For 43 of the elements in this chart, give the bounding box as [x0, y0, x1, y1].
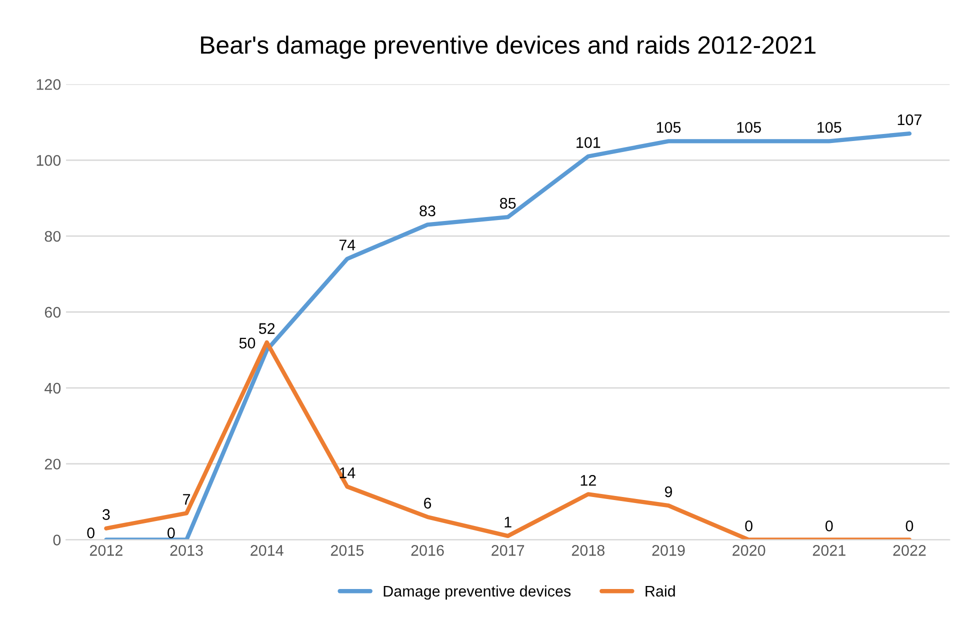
data-label: 101	[576, 137, 600, 148]
data-label: 9	[664, 486, 672, 498]
data-label: 83	[420, 205, 436, 216]
data-label: 0	[168, 527, 175, 538]
data-label: 0	[745, 520, 752, 532]
x-tick-label: 2012	[90, 545, 122, 556]
data-label: 50	[239, 338, 256, 349]
data-label: 12	[580, 474, 596, 486]
data-label: 0	[87, 527, 94, 538]
y-tick-label: 20	[44, 458, 61, 470]
x-tick-label: 2017	[492, 545, 524, 556]
chart-title: Bear's damage preventive devices and raids 2012-2021	[201, 36, 816, 59]
data-label: 52	[258, 323, 275, 334]
y-tick-label: 0	[53, 534, 61, 546]
line-series	[104, 132, 912, 540]
x-tick-label: 2020	[732, 545, 766, 556]
data-label: 6	[424, 498, 432, 509]
x-tick-label: 2018	[572, 545, 604, 556]
data-label: 105	[656, 122, 681, 133]
data-label: 105	[737, 122, 761, 133]
data-label: 107	[898, 114, 922, 126]
data-label: 1	[504, 516, 512, 528]
data-label: 0	[906, 520, 914, 532]
y-tick-label: 60	[44, 306, 61, 318]
data-label: 7	[183, 494, 190, 505]
legend-label: Raid	[646, 585, 675, 597]
y-tick-label: 120	[36, 79, 61, 90]
y-tick-label: 80	[44, 230, 61, 242]
x-tick-label: 2015	[330, 545, 364, 556]
legend-label: Damage preventive devices	[384, 585, 571, 600]
data-label: 3	[102, 509, 110, 520]
data-label: 85	[500, 198, 516, 209]
data-label: 0	[825, 520, 833, 532]
x-tick-label: 2016	[411, 545, 444, 556]
x-tick-label: 2022	[893, 545, 926, 556]
x-tick-label: 2021	[812, 545, 846, 556]
data-label: 105	[818, 122, 842, 133]
data-label: 74	[339, 240, 356, 250]
x-tick-label: 2014	[250, 545, 284, 556]
x-tick-label: 2013	[170, 545, 203, 556]
y-tick-label: 40	[44, 382, 61, 394]
y-tick-label: 100	[36, 155, 61, 166]
x-tick-label: 2019	[652, 545, 685, 556]
